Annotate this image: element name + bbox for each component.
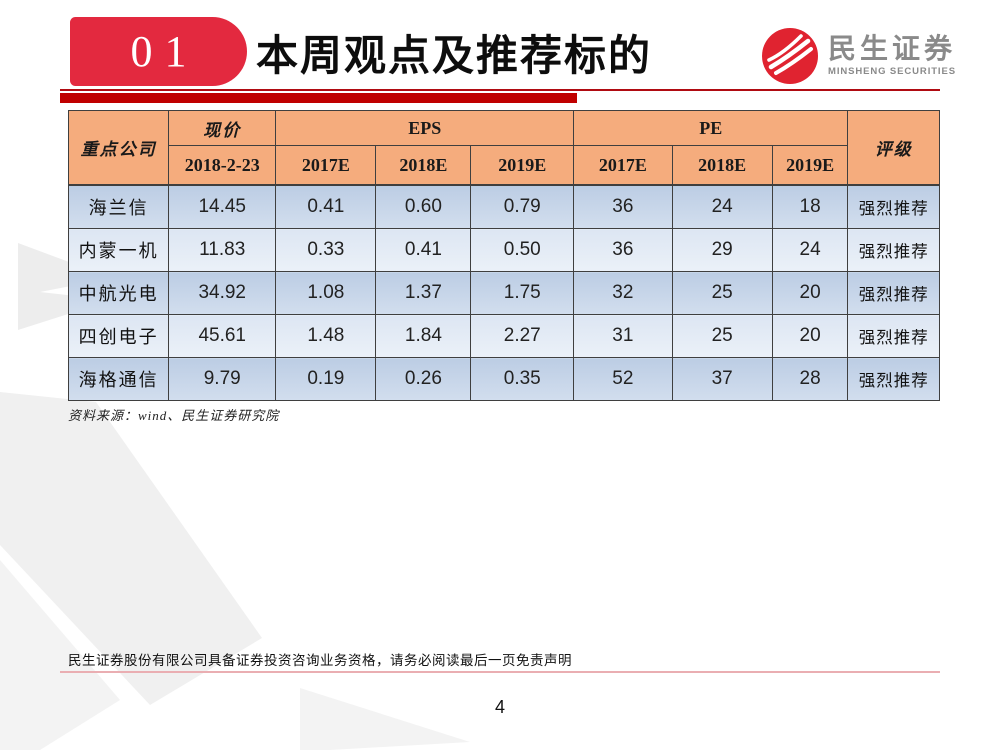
table-header: 重点公司 现价 EPS PE 评级 2018-2-23 2017E 2018E … bbox=[67, 110, 940, 186]
table-row: 中航光电 34.92 1.08 1.37 1.75 32 25 20 强烈推荐 bbox=[67, 271, 940, 315]
table-row: 内蒙一机 11.83 0.33 0.41 0.50 36 29 24 强烈推荐 bbox=[67, 228, 940, 272]
company-name: 内蒙一机 bbox=[67, 228, 170, 272]
page-number: 4 bbox=[494, 697, 505, 717]
eps-2018e-cell: 1.37 bbox=[375, 271, 472, 315]
eps-2019e-cell: 2.27 bbox=[470, 314, 575, 358]
col-header-pe-2017e: 2017E bbox=[573, 145, 673, 186]
eps-2017e-cell: 1.08 bbox=[275, 271, 377, 315]
col-header-price-date: 2018-2-23 bbox=[168, 145, 277, 186]
pe-2017e-cell: 31 bbox=[573, 314, 673, 358]
pe-2018e-cell: 25 bbox=[671, 314, 773, 358]
col-header-pe-2019e: 2019E bbox=[771, 145, 849, 186]
pe-2018e-cell: 25 bbox=[671, 271, 773, 315]
company-name: 海格通信 bbox=[67, 357, 170, 401]
pe-2019e-cell: 18 bbox=[771, 184, 849, 229]
header-rule-thick bbox=[60, 93, 577, 103]
logo-name-cn: 民生证券 bbox=[828, 33, 957, 65]
stock-table: 重点公司 现价 EPS PE 评级 2018-2-23 2017E 2018E … bbox=[67, 110, 940, 401]
table-row: 四创电子 45.61 1.48 1.84 2.27 31 25 20 强烈推荐 bbox=[67, 314, 940, 358]
company-name: 海兰信 bbox=[67, 184, 170, 229]
col-header-price: 现价 bbox=[168, 110, 277, 146]
footer-rule bbox=[60, 671, 940, 673]
price-cell: 45.61 bbox=[168, 314, 277, 358]
col-header-eps-2019e: 2019E bbox=[470, 145, 575, 186]
eps-2017e-cell: 0.33 bbox=[275, 228, 377, 272]
rating-cell: 强烈推荐 bbox=[847, 357, 940, 401]
eps-2019e-cell: 0.79 bbox=[470, 184, 575, 229]
rating-cell: 强烈推荐 bbox=[847, 184, 940, 229]
col-header-company: 重点公司 bbox=[67, 110, 170, 186]
col-header-rating: 评级 bbox=[847, 110, 940, 186]
source-note: 资料来源：wind、民生证券研究院 bbox=[68, 408, 280, 423]
price-cell: 9.79 bbox=[168, 357, 277, 401]
eps-2019e-cell: 1.75 bbox=[470, 271, 575, 315]
price-cell: 11.83 bbox=[168, 228, 277, 272]
eps-2018e-cell: 0.26 bbox=[375, 357, 472, 401]
table-body: 海兰信 14.45 0.41 0.60 0.79 36 24 18 强烈推荐 内… bbox=[67, 184, 940, 401]
col-header-eps-2017e: 2017E bbox=[275, 145, 377, 186]
eps-2019e-cell: 0.35 bbox=[470, 357, 575, 401]
rating-cell: 强烈推荐 bbox=[847, 228, 940, 272]
pe-2017e-cell: 36 bbox=[573, 228, 673, 272]
eps-2017e-cell: 0.41 bbox=[275, 184, 377, 229]
price-cell: 34.92 bbox=[168, 271, 277, 315]
minsheng-logo-icon bbox=[762, 28, 818, 84]
pe-2017e-cell: 36 bbox=[573, 184, 673, 229]
company-name: 四创电子 bbox=[67, 314, 170, 358]
section-number-badge: 01 bbox=[70, 17, 247, 86]
minsheng-logo: 民生证券 MINSHENG SECURITIES bbox=[760, 26, 956, 86]
header-rule-thin bbox=[60, 89, 940, 91]
eps-2018e-cell: 1.84 bbox=[375, 314, 472, 358]
col-header-eps: EPS bbox=[275, 110, 575, 146]
col-header-eps-2018e: 2018E bbox=[375, 145, 472, 186]
pe-2017e-cell: 52 bbox=[573, 357, 673, 401]
eps-2018e-cell: 0.60 bbox=[375, 184, 472, 229]
eps-2019e-cell: 0.50 bbox=[470, 228, 575, 272]
pe-2018e-cell: 29 bbox=[671, 228, 773, 272]
eps-2017e-cell: 0.19 bbox=[275, 357, 377, 401]
pe-2017e-cell: 32 bbox=[573, 271, 673, 315]
section-number: 01 bbox=[130, 27, 199, 76]
eps-2017e-cell: 1.48 bbox=[275, 314, 377, 358]
footer-disclaimer: 民生证券股份有限公司具备证券投资咨询业务资格，请务必阅读最后一页免责声明 bbox=[68, 653, 572, 668]
eps-2018e-cell: 0.41 bbox=[375, 228, 472, 272]
pe-2019e-cell: 20 bbox=[771, 271, 849, 315]
rating-cell: 强烈推荐 bbox=[847, 314, 940, 358]
company-name: 中航光电 bbox=[67, 271, 170, 315]
col-header-pe-2018e: 2018E bbox=[671, 145, 773, 186]
col-header-pe: PE bbox=[573, 110, 849, 146]
rating-cell: 强烈推荐 bbox=[847, 271, 940, 315]
pe-2018e-cell: 37 bbox=[671, 357, 773, 401]
pe-2019e-cell: 20 bbox=[771, 314, 849, 358]
pe-2019e-cell: 28 bbox=[771, 357, 849, 401]
price-cell: 14.45 bbox=[168, 184, 277, 229]
logo-name-en: MINSHENG SECURITIES bbox=[828, 66, 956, 78]
pe-2018e-cell: 24 bbox=[671, 184, 773, 229]
logo-text: 民生证券 MINSHENG SECURITIES bbox=[828, 35, 956, 77]
table-row: 海兰信 14.45 0.41 0.60 0.79 36 24 18 强烈推荐 bbox=[67, 184, 940, 229]
table-row: 海格通信 9.79 0.19 0.26 0.35 52 37 28 强烈推荐 bbox=[67, 357, 940, 401]
page-title: 本周观点及推荐标的 bbox=[256, 34, 653, 80]
pe-2019e-cell: 24 bbox=[771, 228, 849, 272]
